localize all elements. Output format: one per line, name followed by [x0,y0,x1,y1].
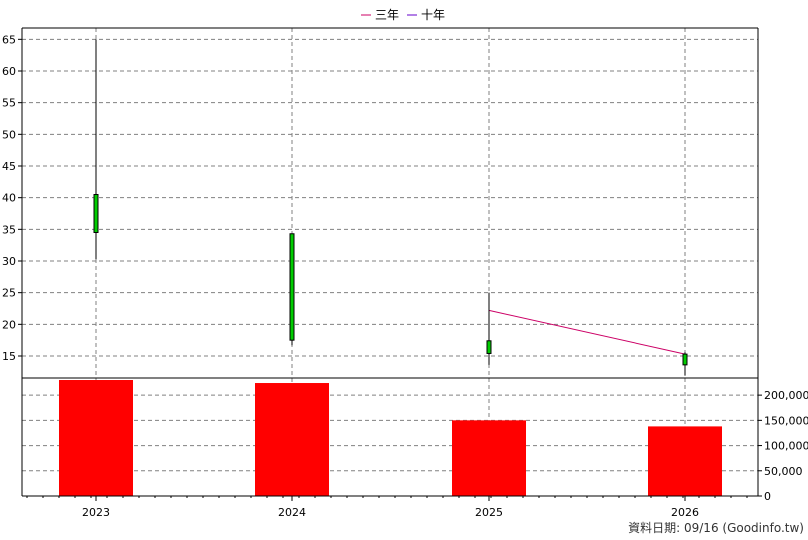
price-tick-label: 20 [2,318,16,331]
volume-tick-label: 200,000 [764,389,808,402]
price-tick-label: 40 [2,192,16,205]
price-tick-label: 50 [2,128,16,141]
price-tick-label: 65 [2,33,16,46]
axes: 1520253035404550556065050,000100,000150,… [2,33,808,519]
legend-label: 三年 [375,8,399,22]
category-tick-label: 2023 [82,506,110,519]
category-tick-label: 2024 [278,506,306,519]
price-tick-label: 35 [2,223,16,236]
candle-body [486,340,492,354]
footer-data-date: 資料日期: 09/16 (Goodinfo.tw) [628,521,804,535]
category-tick-label: 2025 [475,506,503,519]
price-tick-label: 55 [2,97,16,110]
price-tick-label: 60 [2,65,16,78]
volume-tick-label: 50,000 [764,465,803,478]
candle-body [93,194,99,233]
legend: 三年 十年 [361,8,445,22]
category-tick-label: 2026 [671,506,699,519]
volume-tick-label: 150,000 [764,414,808,427]
candle-body [682,353,688,366]
trend-lines [488,309,686,355]
plot-frame [21,27,762,497]
legend-label: 十年 [421,8,445,22]
trend-line [488,309,686,355]
price-tick-label: 15 [2,350,16,363]
volume-tick-label: 100,000 [764,440,808,453]
price-tick-label: 45 [2,160,16,173]
volume-bar [59,380,133,496]
volume-bar [452,420,526,496]
price-tick-label: 25 [2,287,16,300]
volume-bar [255,383,329,496]
candlesticks [93,39,688,376]
volume-tick-label: 0 [764,490,771,503]
candle-body [289,233,295,341]
price-tick-label: 30 [2,255,16,268]
grid-lines [22,28,758,496]
volume-bar [648,426,722,496]
volume-bars [59,380,722,496]
